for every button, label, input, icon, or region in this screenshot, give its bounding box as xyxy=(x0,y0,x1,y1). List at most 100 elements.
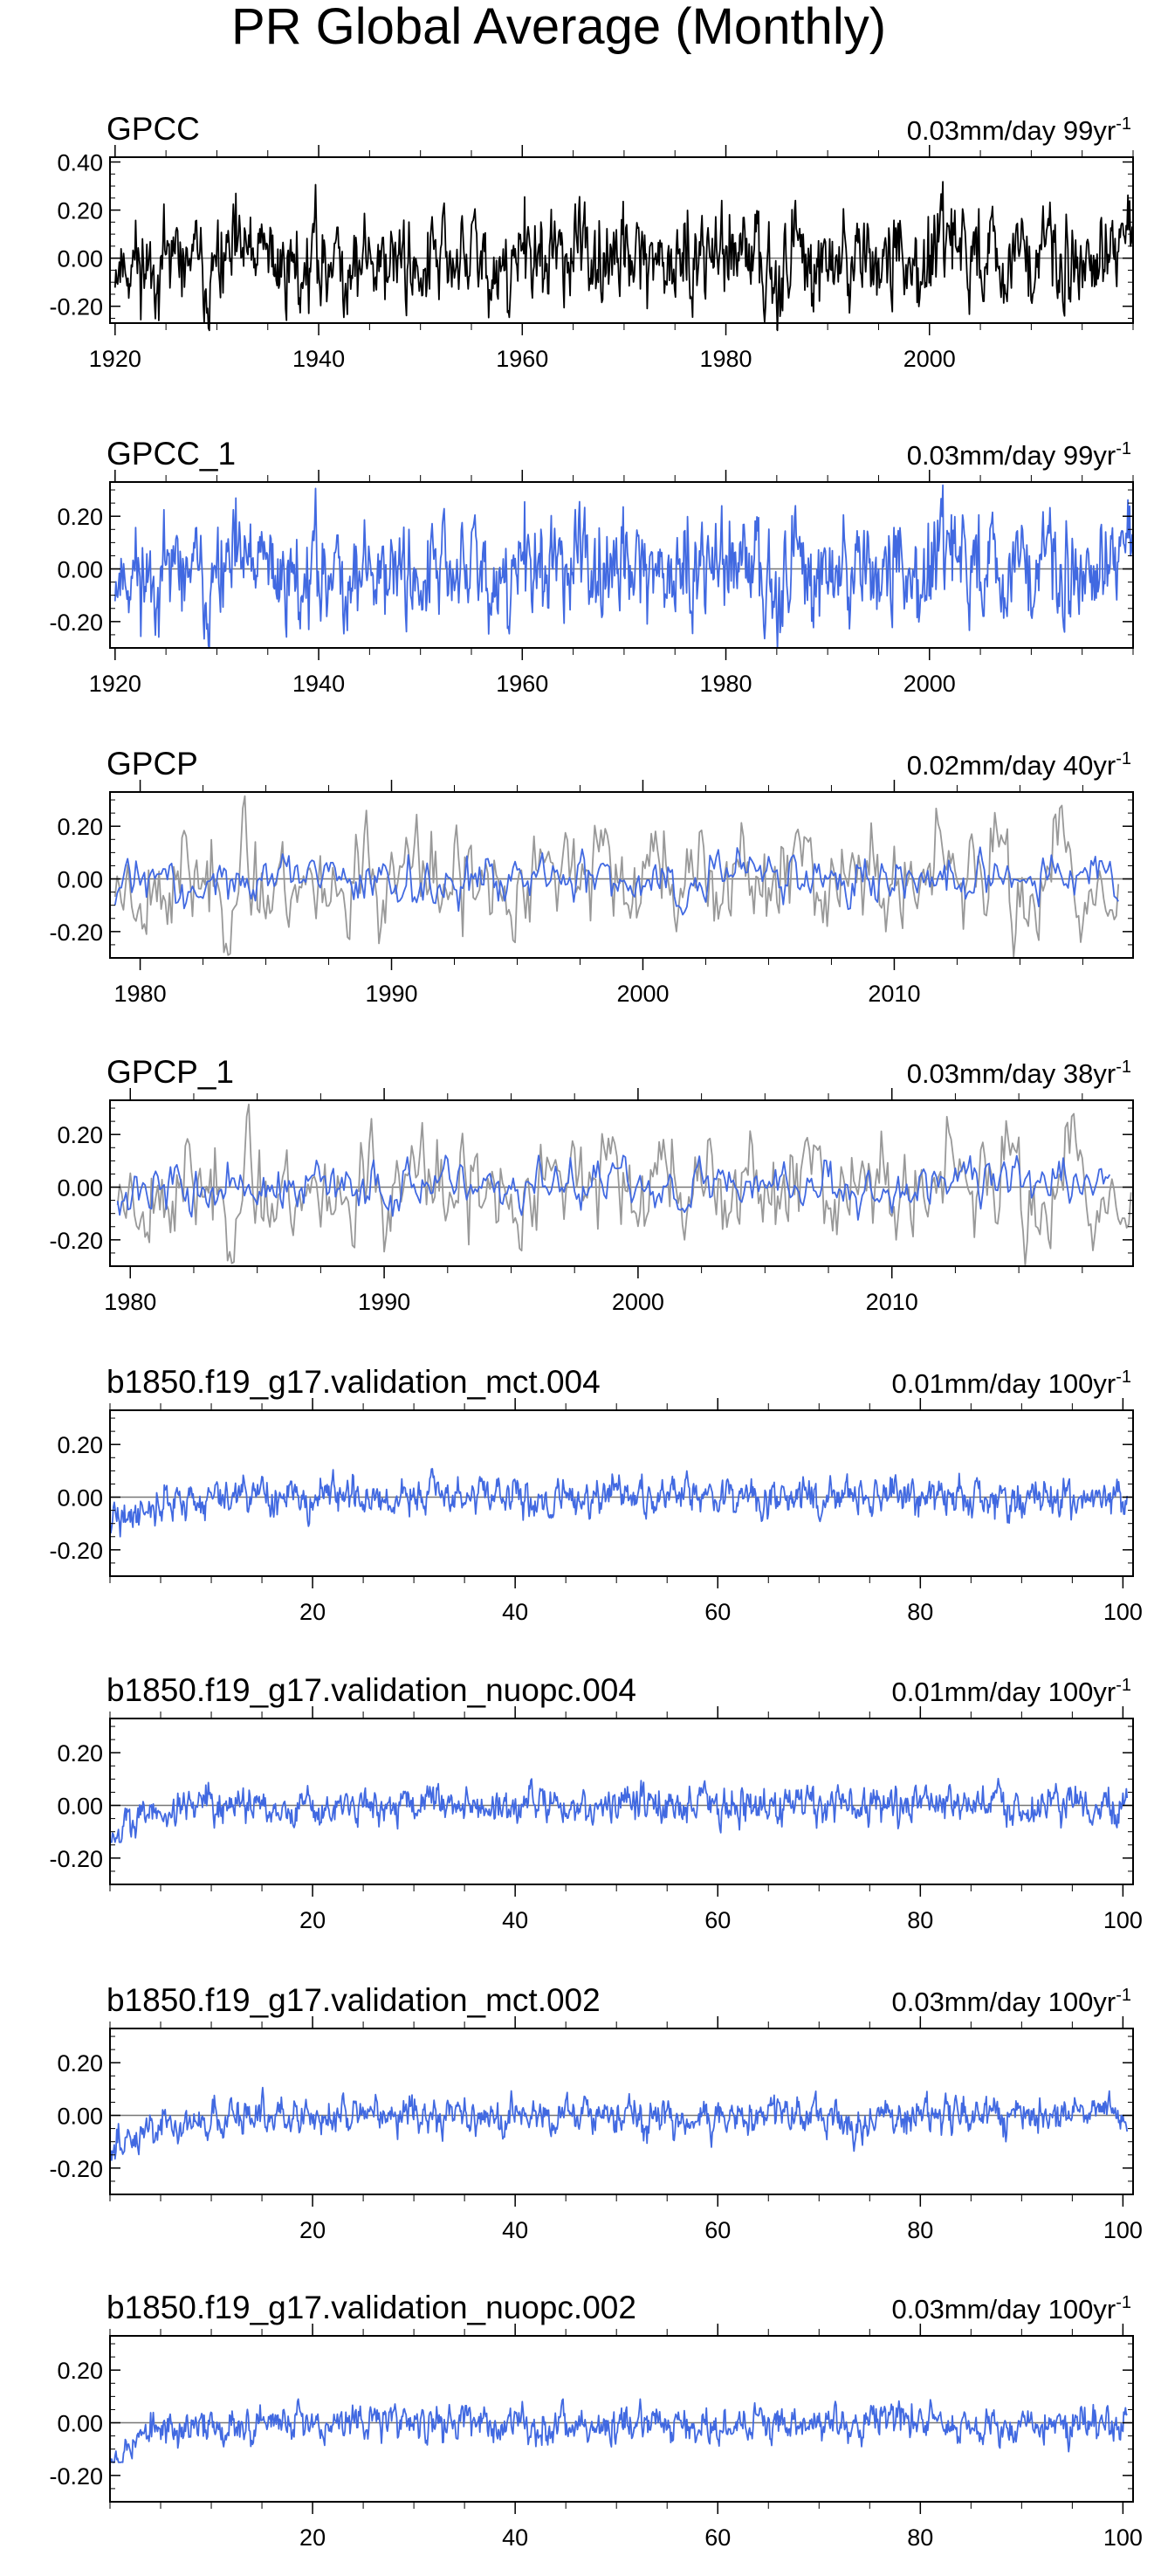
chart-panel-3: GPCP 0.02mm/day 40yr-1 0.20 0.00 -0.20 1980 19… xyxy=(49,746,1134,1007)
chart-panel-8: b1850.f19_g17.validation_nuopc.002 0.03mm… xyxy=(49,2290,1142,2551)
panel-title: GPCC xyxy=(106,111,200,147)
y-tick-label: 0.00 xyxy=(57,1175,103,1202)
trend-label: 0.03mm/day 99yr-1 xyxy=(907,114,1131,146)
x-tick-label: 80 xyxy=(907,1907,933,1933)
x-tick-label: 60 xyxy=(704,1907,731,1933)
x-tick-label: 1990 xyxy=(358,1289,410,1315)
x-tick-label: 60 xyxy=(704,2217,731,2243)
y-tick-label: 0.00 xyxy=(57,1485,103,1512)
plot-frame xyxy=(109,791,1134,959)
series-line-1 xyxy=(110,1777,1129,1843)
y-tick-label: 0.20 xyxy=(57,814,103,840)
panel-title: b1850.f19_g17.validation_mct.004 xyxy=(106,1364,601,1400)
plot-frame xyxy=(109,1099,1134,1267)
plot-frame xyxy=(109,481,1134,649)
x-tick-label: 2000 xyxy=(616,981,669,1007)
series-line-1 xyxy=(116,1103,1132,1266)
x-tick-label: 1940 xyxy=(292,671,345,697)
plot-frame xyxy=(109,1718,1134,1885)
chart-panel-4: GPCP_1 0.03mm/day 38yr-1 0.20 0.00 -0.20 1980… xyxy=(49,1054,1134,1315)
chart-panel-1: GPCC 0.03mm/day 99yr-1 0.40 0.20 0.00 -0.20 19… xyxy=(49,111,1134,372)
figure-title: PR Global Average (Monthly) xyxy=(231,0,886,55)
plot-frame xyxy=(109,1409,1134,1577)
x-tick-label: 1980 xyxy=(699,346,752,372)
y-tick-label: 0.00 xyxy=(57,1794,103,1820)
trend-exponent: -1 xyxy=(1116,1676,1131,1695)
x-tick-label: 100 xyxy=(1103,2524,1143,2551)
trend-exponent: -1 xyxy=(1116,749,1131,768)
x-tick-label: 1960 xyxy=(496,346,548,372)
x-tick-label: 100 xyxy=(1103,1599,1143,1625)
series-line-1 xyxy=(110,2398,1128,2463)
x-tick-label: 100 xyxy=(1103,2217,1143,2243)
y-tick-label: -0.20 xyxy=(49,294,103,320)
chart-panel-5: b1850.f19_g17.validation_mct.004 0.01mm/d… xyxy=(49,1364,1142,1625)
x-tick-label: 40 xyxy=(502,1907,528,1933)
y-tick-label: -0.20 xyxy=(49,2463,103,2490)
x-tick-label: 1980 xyxy=(104,1289,156,1315)
trend-label: 0.03mm/day 100yr-1 xyxy=(891,1986,1131,2017)
trend-label: 0.02mm/day 40yr-1 xyxy=(907,749,1131,781)
x-tick-label: 1960 xyxy=(496,671,548,697)
panel-title: GPCP xyxy=(106,746,198,782)
y-tick-label: 0.20 xyxy=(57,2358,103,2384)
trend-exponent: -1 xyxy=(1116,1367,1131,1387)
x-tick-label: 80 xyxy=(907,2524,933,2551)
x-tick-label: 20 xyxy=(299,2524,326,2551)
panel-title: b1850.f19_g17.validation_nuopc.004 xyxy=(106,1672,636,1708)
y-tick-label: 0.40 xyxy=(57,150,103,176)
x-tick-label: 1980 xyxy=(699,671,752,697)
y-tick-label: 0.00 xyxy=(57,246,103,272)
x-tick-label: 2000 xyxy=(903,346,956,372)
x-tick-label: 80 xyxy=(907,2217,933,2243)
y-tick-label: 0.00 xyxy=(57,867,103,893)
y-tick-label: 0.20 xyxy=(57,198,103,224)
x-tick-label: 60 xyxy=(704,2524,731,2551)
x-tick-label: 20 xyxy=(299,2217,326,2243)
x-tick-label: 2010 xyxy=(868,981,920,1007)
x-tick-label: 100 xyxy=(1103,1907,1143,1933)
y-tick-label: -0.20 xyxy=(49,610,103,636)
x-tick-label: 80 xyxy=(907,1599,933,1625)
y-tick-label: 0.00 xyxy=(57,2104,103,2130)
x-tick-label: 40 xyxy=(502,2217,528,2243)
y-tick-label: 0.20 xyxy=(57,2050,103,2077)
y-tick-label: 0.00 xyxy=(57,557,103,583)
plot-frame xyxy=(109,156,1134,324)
series-line-2 xyxy=(116,1154,1111,1221)
x-tick-label: 2000 xyxy=(903,671,956,697)
series-line-1 xyxy=(109,1468,1129,1538)
trend-label: 0.01mm/day 100yr-1 xyxy=(891,1676,1131,1707)
y-tick-label: 0.00 xyxy=(57,2411,103,2437)
y-tick-label: 0.20 xyxy=(57,504,103,530)
y-tick-label: -0.20 xyxy=(49,1538,103,1564)
trend-exponent: -1 xyxy=(1116,2293,1131,2312)
x-tick-label: 20 xyxy=(299,1599,326,1625)
trend-label: 0.03mm/day 100yr-1 xyxy=(891,2293,1131,2325)
chart-panel-7: b1850.f19_g17.validation_mct.002 0.03mm/d… xyxy=(49,1982,1142,2243)
series-line-1 xyxy=(113,181,1133,332)
trend-exponent: -1 xyxy=(1116,1057,1131,1077)
y-tick-label: -0.20 xyxy=(49,1846,103,1872)
panel-title: b1850.f19_g17.validation_nuopc.002 xyxy=(106,2290,636,2325)
x-tick-label: 1980 xyxy=(114,981,167,1007)
y-tick-label: -0.20 xyxy=(49,2156,103,2182)
panel-title: GPCC_1 xyxy=(106,436,236,472)
x-tick-label: 1990 xyxy=(365,981,417,1007)
trend-exponent: -1 xyxy=(1116,114,1131,134)
series-line-1 xyxy=(113,795,1120,958)
x-tick-label: 1920 xyxy=(89,346,141,372)
y-tick-label: 0.20 xyxy=(57,1740,103,1767)
panels: GPCC 0.03mm/day 99yr-1 0.40 0.20 0.00 -0.20 19… xyxy=(49,111,1142,2551)
chart-panel-6: b1850.f19_g17.validation_nuopc.004 0.01mm… xyxy=(49,1672,1142,1933)
trend-label: 0.01mm/day 100yr-1 xyxy=(891,1367,1131,1399)
x-tick-label: 2010 xyxy=(866,1289,918,1315)
x-tick-label: 60 xyxy=(704,1599,731,1625)
x-tick-label: 1920 xyxy=(89,671,141,697)
trend-exponent: -1 xyxy=(1116,1986,1131,2005)
x-tick-label: 20 xyxy=(299,1907,326,1933)
series-line-1 xyxy=(113,484,1133,649)
y-tick-label: 0.20 xyxy=(57,1432,103,1458)
plot-frame xyxy=(109,2028,1134,2195)
